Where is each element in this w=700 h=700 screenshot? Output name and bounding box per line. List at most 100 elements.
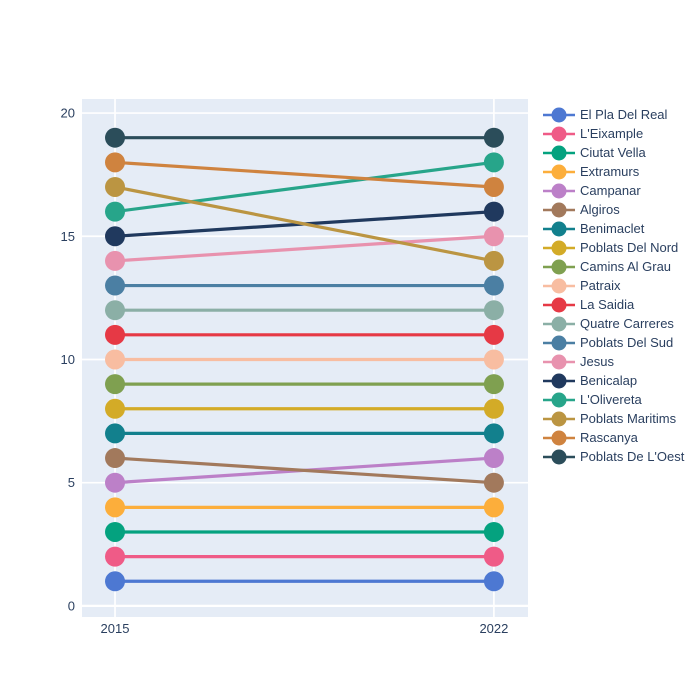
legend-item-benicalap[interactable]: Benicalap [543, 371, 684, 390]
series-marker[interactable] [105, 349, 126, 370]
legend-item-patraix[interactable]: Patraix [543, 276, 684, 295]
y-tick-label: 15 [61, 229, 75, 244]
series-marker[interactable] [105, 152, 126, 173]
series-marker[interactable] [105, 250, 126, 271]
legend-marker-icon [543, 335, 575, 350]
series-marker[interactable] [483, 448, 504, 469]
legend-item-poblats-del-nord[interactable]: Poblats Del Nord [543, 238, 684, 257]
series-marker[interactable] [105, 571, 126, 592]
legend-marker-icon [543, 107, 575, 122]
series-el-pla-del-real [105, 571, 504, 592]
legend-marker-icon [543, 183, 575, 198]
series-camins-al-grau [105, 374, 504, 395]
series-poblats-del-nord [105, 398, 504, 419]
series-marker[interactable] [105, 423, 126, 444]
legend-label: Campanar [580, 183, 641, 198]
series-benimaclet [105, 423, 504, 444]
series-marker[interactable] [483, 300, 504, 321]
legend-marker-icon [543, 316, 575, 331]
series-marker[interactable] [105, 374, 126, 395]
legend-item-ciutat-vella[interactable]: Ciutat Vella [543, 143, 684, 162]
series-marker[interactable] [483, 250, 504, 271]
legend-item-quatre-carreres[interactable]: Quatre Carreres [543, 314, 684, 333]
series-marker[interactable] [483, 275, 504, 296]
series-marker[interactable] [105, 472, 126, 493]
legend-label: Algiros [580, 202, 620, 217]
series-marker[interactable] [105, 300, 126, 321]
y-tick-label: 20 [61, 106, 75, 121]
series-marker[interactable] [483, 152, 504, 173]
legend-marker-icon [543, 392, 575, 407]
legend-marker-icon [543, 164, 575, 179]
series-ciutat-vella [105, 521, 504, 542]
legend-label: Camins Al Grau [580, 259, 672, 274]
series-marker[interactable] [483, 423, 504, 444]
series-marker[interactable] [105, 226, 126, 247]
series-marker[interactable] [105, 201, 126, 222]
legend-marker-icon [543, 145, 575, 160]
series-poblats-de-l-oest [105, 127, 504, 148]
series-marker[interactable] [105, 546, 126, 567]
series-marker[interactable] [483, 571, 504, 592]
legend-marker-icon [543, 297, 575, 312]
series-marker[interactable] [483, 349, 504, 370]
series-marker[interactable] [483, 546, 504, 567]
legend-label: Poblats Del Sud [580, 335, 674, 350]
legend-item-l-eixample[interactable]: L'Eixample [543, 124, 684, 143]
series-line [114, 456, 495, 485]
legend-marker-icon [543, 373, 575, 388]
series-marker[interactable] [483, 127, 504, 148]
legend-item-rascanya[interactable]: Rascanya [543, 428, 684, 447]
legend-label: Poblats Maritims [580, 411, 677, 426]
series-line [114, 185, 495, 263]
legend-marker-icon [543, 411, 575, 426]
legend-marker-icon [543, 126, 575, 141]
legend-marker-icon [543, 449, 575, 464]
series-marker[interactable] [483, 176, 504, 197]
series-marker[interactable] [105, 324, 126, 345]
legend-item-poblats-de-l-oest[interactable]: Poblats De L'Oest [543, 447, 684, 466]
series-la-saidia [105, 324, 504, 345]
legend-item-campanar[interactable]: Campanar [543, 181, 684, 200]
series-quatre-carreres [105, 300, 504, 321]
series-marker[interactable] [483, 201, 504, 222]
series-marker[interactable] [483, 324, 504, 345]
series-line [114, 234, 495, 263]
legend-item-poblats-maritims[interactable]: Poblats Maritims [543, 409, 684, 428]
series-patraix [105, 349, 504, 370]
series-marker[interactable] [483, 472, 504, 493]
series-marker[interactable] [105, 398, 126, 419]
series-marker[interactable] [105, 176, 126, 197]
legend-item-la-saidia[interactable]: La Saidia [543, 295, 684, 314]
legend-item-extramurs[interactable]: Extramurs [543, 162, 684, 181]
legend-label: Rascanya [580, 430, 638, 445]
legend-marker-icon [543, 240, 575, 255]
series-marker[interactable] [105, 127, 126, 148]
legend-item-jesus[interactable]: Jesus [543, 352, 684, 371]
legend-item-l-olivereta[interactable]: L'Olivereta [543, 390, 684, 409]
legend-item-algiros[interactable]: Algiros [543, 200, 684, 219]
series-marker[interactable] [483, 226, 504, 247]
series-marker[interactable] [105, 497, 126, 518]
series-marker[interactable] [483, 398, 504, 419]
legend-marker-icon [543, 278, 575, 293]
series-marker[interactable] [105, 448, 126, 469]
series-jesus [105, 226, 504, 271]
legend-item-benimaclet[interactable]: Benimaclet [543, 219, 684, 238]
legend-marker-icon [543, 221, 575, 236]
legend-item-el-pla-del-real[interactable]: El Pla Del Real [543, 105, 684, 124]
legend-item-camins-al-grau[interactable]: Camins Al Grau [543, 257, 684, 276]
y-tick-label: 10 [61, 352, 75, 367]
legend-label: Patraix [580, 278, 621, 293]
series-l-eixample [105, 546, 504, 567]
series-marker[interactable] [483, 521, 504, 542]
series-marker[interactable] [483, 374, 504, 395]
series-marker[interactable] [483, 497, 504, 518]
series-algiros [105, 448, 504, 493]
series-marker[interactable] [105, 521, 126, 542]
series-marker[interactable] [105, 275, 126, 296]
legend-item-poblats-del-sud[interactable]: Poblats Del Sud [543, 333, 684, 352]
x-tick-label: 2022 [479, 621, 508, 636]
